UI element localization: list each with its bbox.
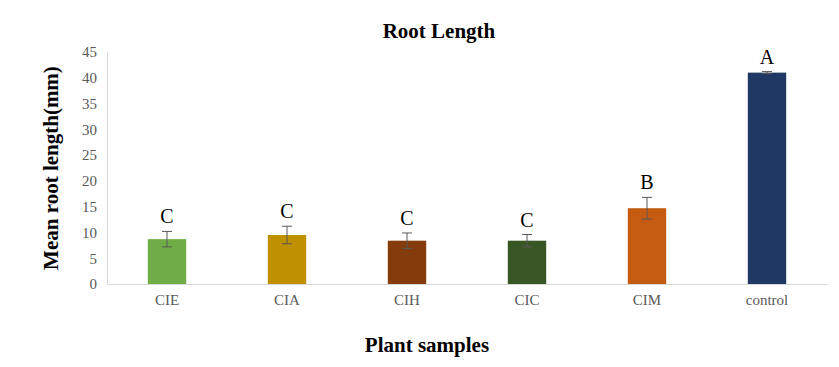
- x-tick: CIE: [155, 284, 179, 308]
- error-stem: [647, 197, 648, 219]
- error-stem: [407, 233, 408, 248]
- x-axis-title: Plant samples: [365, 333, 489, 357]
- bar: [628, 208, 666, 284]
- y-tick: 0: [90, 276, 108, 292]
- y-tick-label: 45: [82, 44, 97, 60]
- error-cap: [402, 232, 412, 233]
- y-tick: 40: [82, 70, 107, 86]
- y-tick: 25: [82, 147, 107, 163]
- x-axis: CIE CIA CIH CIC CIM control: [108, 284, 828, 308]
- y-axis-title: Mean root length(mm): [39, 66, 63, 270]
- y-tick-label: 40: [82, 70, 97, 86]
- error-cap: [642, 219, 652, 220]
- y-tick-label: 35: [82, 96, 97, 112]
- error-stem: [287, 226, 288, 244]
- error-cap: [522, 246, 532, 247]
- y-tick: 5: [90, 251, 108, 267]
- y-tick: 30: [82, 122, 107, 138]
- x-tick-label: control: [746, 292, 789, 308]
- y-tick: 15: [82, 199, 107, 215]
- error-stem: [527, 235, 528, 247]
- annotation: C: [520, 209, 533, 231]
- y-tick-label: 15: [82, 199, 97, 215]
- x-tick-label: CIC: [514, 292, 539, 308]
- error-cap: [762, 71, 772, 72]
- error-bar: [282, 226, 292, 244]
- chart: 0 5 10 15 20 25 30 35 40 45 CIE CIA CIH CIC CIM control…: [0, 0, 839, 367]
- y-axis: 0 5 10 15 20 25 30 35 40 45: [82, 44, 108, 292]
- x-axis-line: [108, 284, 828, 285]
- error-cap: [402, 248, 412, 249]
- error-cap: [162, 246, 172, 247]
- y-tick-label: 25: [82, 147, 97, 163]
- y-tick: 10: [82, 225, 107, 241]
- annotation: C: [280, 200, 293, 222]
- annotation: C: [400, 207, 413, 229]
- annotation: A: [760, 46, 775, 68]
- y-tick-label: 20: [82, 173, 97, 189]
- error-bar: [162, 231, 172, 246]
- annotation: B: [640, 171, 653, 193]
- annotations: C C C C B A: [160, 46, 774, 231]
- y-tick: 20: [82, 173, 107, 189]
- error-cap: [162, 231, 172, 232]
- x-tick-label: CIH: [394, 292, 420, 308]
- x-tick: control: [746, 284, 789, 308]
- error-bar: [522, 235, 532, 247]
- x-tick-label: CIE: [155, 292, 179, 308]
- marks: [148, 72, 786, 284]
- y-tick: 35: [82, 96, 107, 112]
- y-tick-label: 5: [90, 251, 98, 267]
- y-tick: 45: [82, 44, 107, 60]
- error-cap: [282, 226, 292, 227]
- y-tick-label: 30: [82, 122, 97, 138]
- error-stem: [167, 231, 168, 246]
- x-tick: CIM: [633, 284, 661, 308]
- error-bar: [762, 72, 772, 74]
- x-tick: CIC: [514, 284, 539, 308]
- plot: 0 5 10 15 20 25 30 35 40 45 CIE CIA CIH CIC CIM control…: [82, 44, 828, 307]
- y-axis-line: [107, 53, 108, 285]
- x-tick: CIH: [394, 284, 420, 308]
- error-cap: [642, 197, 652, 198]
- annotation: C: [160, 205, 173, 227]
- error-cap: [282, 243, 292, 244]
- x-tick: CIA: [274, 284, 300, 308]
- error-cap: [762, 73, 772, 74]
- error-bar: [642, 197, 652, 219]
- bar: [508, 241, 546, 284]
- title: Root Length: [383, 19, 496, 43]
- x-tick-label: CIM: [633, 292, 661, 308]
- error-cap: [522, 234, 532, 235]
- error-bar: [402, 233, 412, 248]
- bar: [748, 73, 786, 284]
- y-tick-label: 10: [82, 225, 97, 241]
- y-tick-label: 0: [90, 276, 98, 292]
- x-tick-label: CIA: [274, 292, 300, 308]
